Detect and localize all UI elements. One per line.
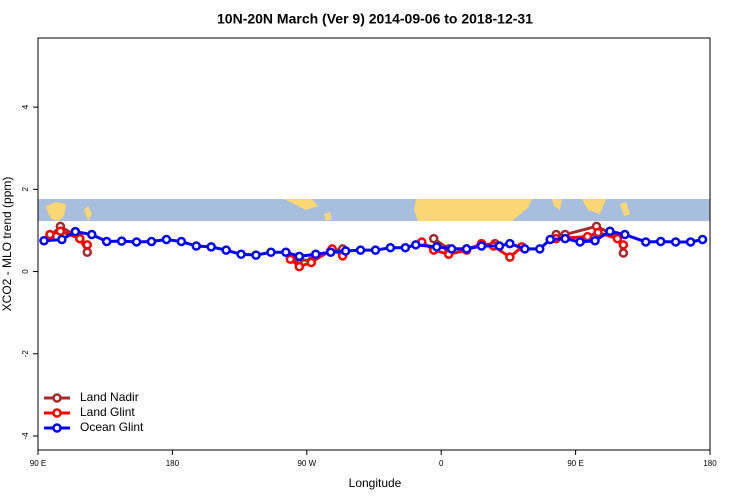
data-point <box>251 250 261 260</box>
data-point <box>161 234 172 245</box>
legend-marker <box>52 408 62 418</box>
legend-label: Land Nadir <box>80 390 139 404</box>
x-axis-label: Longitude <box>349 476 402 490</box>
data-point <box>39 235 49 246</box>
y-tick-label: 0 <box>21 269 30 274</box>
data-point <box>325 247 336 257</box>
data-point <box>75 233 85 244</box>
data-point <box>697 234 708 245</box>
data-point <box>281 247 291 257</box>
data-point <box>476 241 487 251</box>
data-point <box>494 241 505 251</box>
data-point <box>57 234 67 245</box>
data-point <box>340 246 351 256</box>
data-point <box>670 237 681 247</box>
data-point <box>285 254 296 264</box>
data-point <box>355 245 366 255</box>
data-point <box>206 242 216 252</box>
data-point <box>641 237 651 247</box>
data-point <box>446 244 457 254</box>
data-point <box>131 237 142 247</box>
data-point <box>411 240 421 250</box>
data-point <box>590 235 600 246</box>
data-point <box>428 233 439 244</box>
y-tick-label: -4 <box>21 432 30 440</box>
x-tick-label: 90 E <box>567 459 583 468</box>
data-point <box>612 233 623 244</box>
data-point <box>560 233 570 244</box>
plot-frame <box>37 37 711 451</box>
y-tick-label: 2 <box>21 187 30 192</box>
data-point <box>236 249 246 260</box>
y-tick-label: 4 <box>21 104 30 109</box>
data-point <box>70 226 81 237</box>
data-point <box>535 244 545 254</box>
x-tick-label: 0 <box>439 459 444 468</box>
data-point <box>620 229 630 240</box>
legend-label: Land Glint <box>80 405 135 419</box>
data-point <box>618 248 629 258</box>
data-point <box>505 238 515 249</box>
data-point <box>582 231 593 242</box>
data-point <box>400 242 411 253</box>
data-point <box>82 247 93 257</box>
data-point <box>431 242 442 252</box>
data-point <box>385 242 396 253</box>
chart-title: 10N-20N March (Ver 9) 2014-09-06 to 2018… <box>217 11 533 27</box>
data-point <box>294 261 305 272</box>
x-tick-label: 90 W <box>297 459 316 468</box>
data-point <box>266 247 276 257</box>
data-point <box>545 234 555 245</box>
map-strip <box>38 199 710 221</box>
data-point <box>55 226 66 237</box>
legend-label: Ocean Glint <box>80 420 144 434</box>
x-tick-label: 90 E <box>30 459 46 468</box>
data-point <box>520 244 530 254</box>
data-point <box>505 252 515 262</box>
data-point <box>87 229 97 240</box>
legend-marker <box>52 393 62 403</box>
data-point <box>655 236 666 247</box>
x-tick-label: 180 <box>166 459 180 468</box>
data-point <box>294 251 305 262</box>
data-point <box>82 240 93 250</box>
data-point <box>311 249 321 260</box>
data-point <box>221 245 231 255</box>
data-point <box>593 227 603 238</box>
data-point <box>618 240 629 250</box>
data-point <box>146 236 157 247</box>
data-point <box>370 245 381 255</box>
data-point <box>685 237 696 247</box>
data-point <box>101 236 112 247</box>
data-point <box>461 244 472 254</box>
y-tick-label: -2 <box>21 350 30 358</box>
data-point <box>605 226 615 237</box>
data-point <box>45 229 55 240</box>
data-point <box>176 236 187 247</box>
y-axis-label: XCO2 - MLO trend (ppm) <box>0 177 14 312</box>
legend-marker <box>52 423 62 433</box>
x-tick-label: 180 <box>703 459 717 468</box>
data-point <box>306 257 317 268</box>
data-point <box>191 241 202 251</box>
data-point <box>575 237 585 247</box>
data-point <box>116 236 127 246</box>
